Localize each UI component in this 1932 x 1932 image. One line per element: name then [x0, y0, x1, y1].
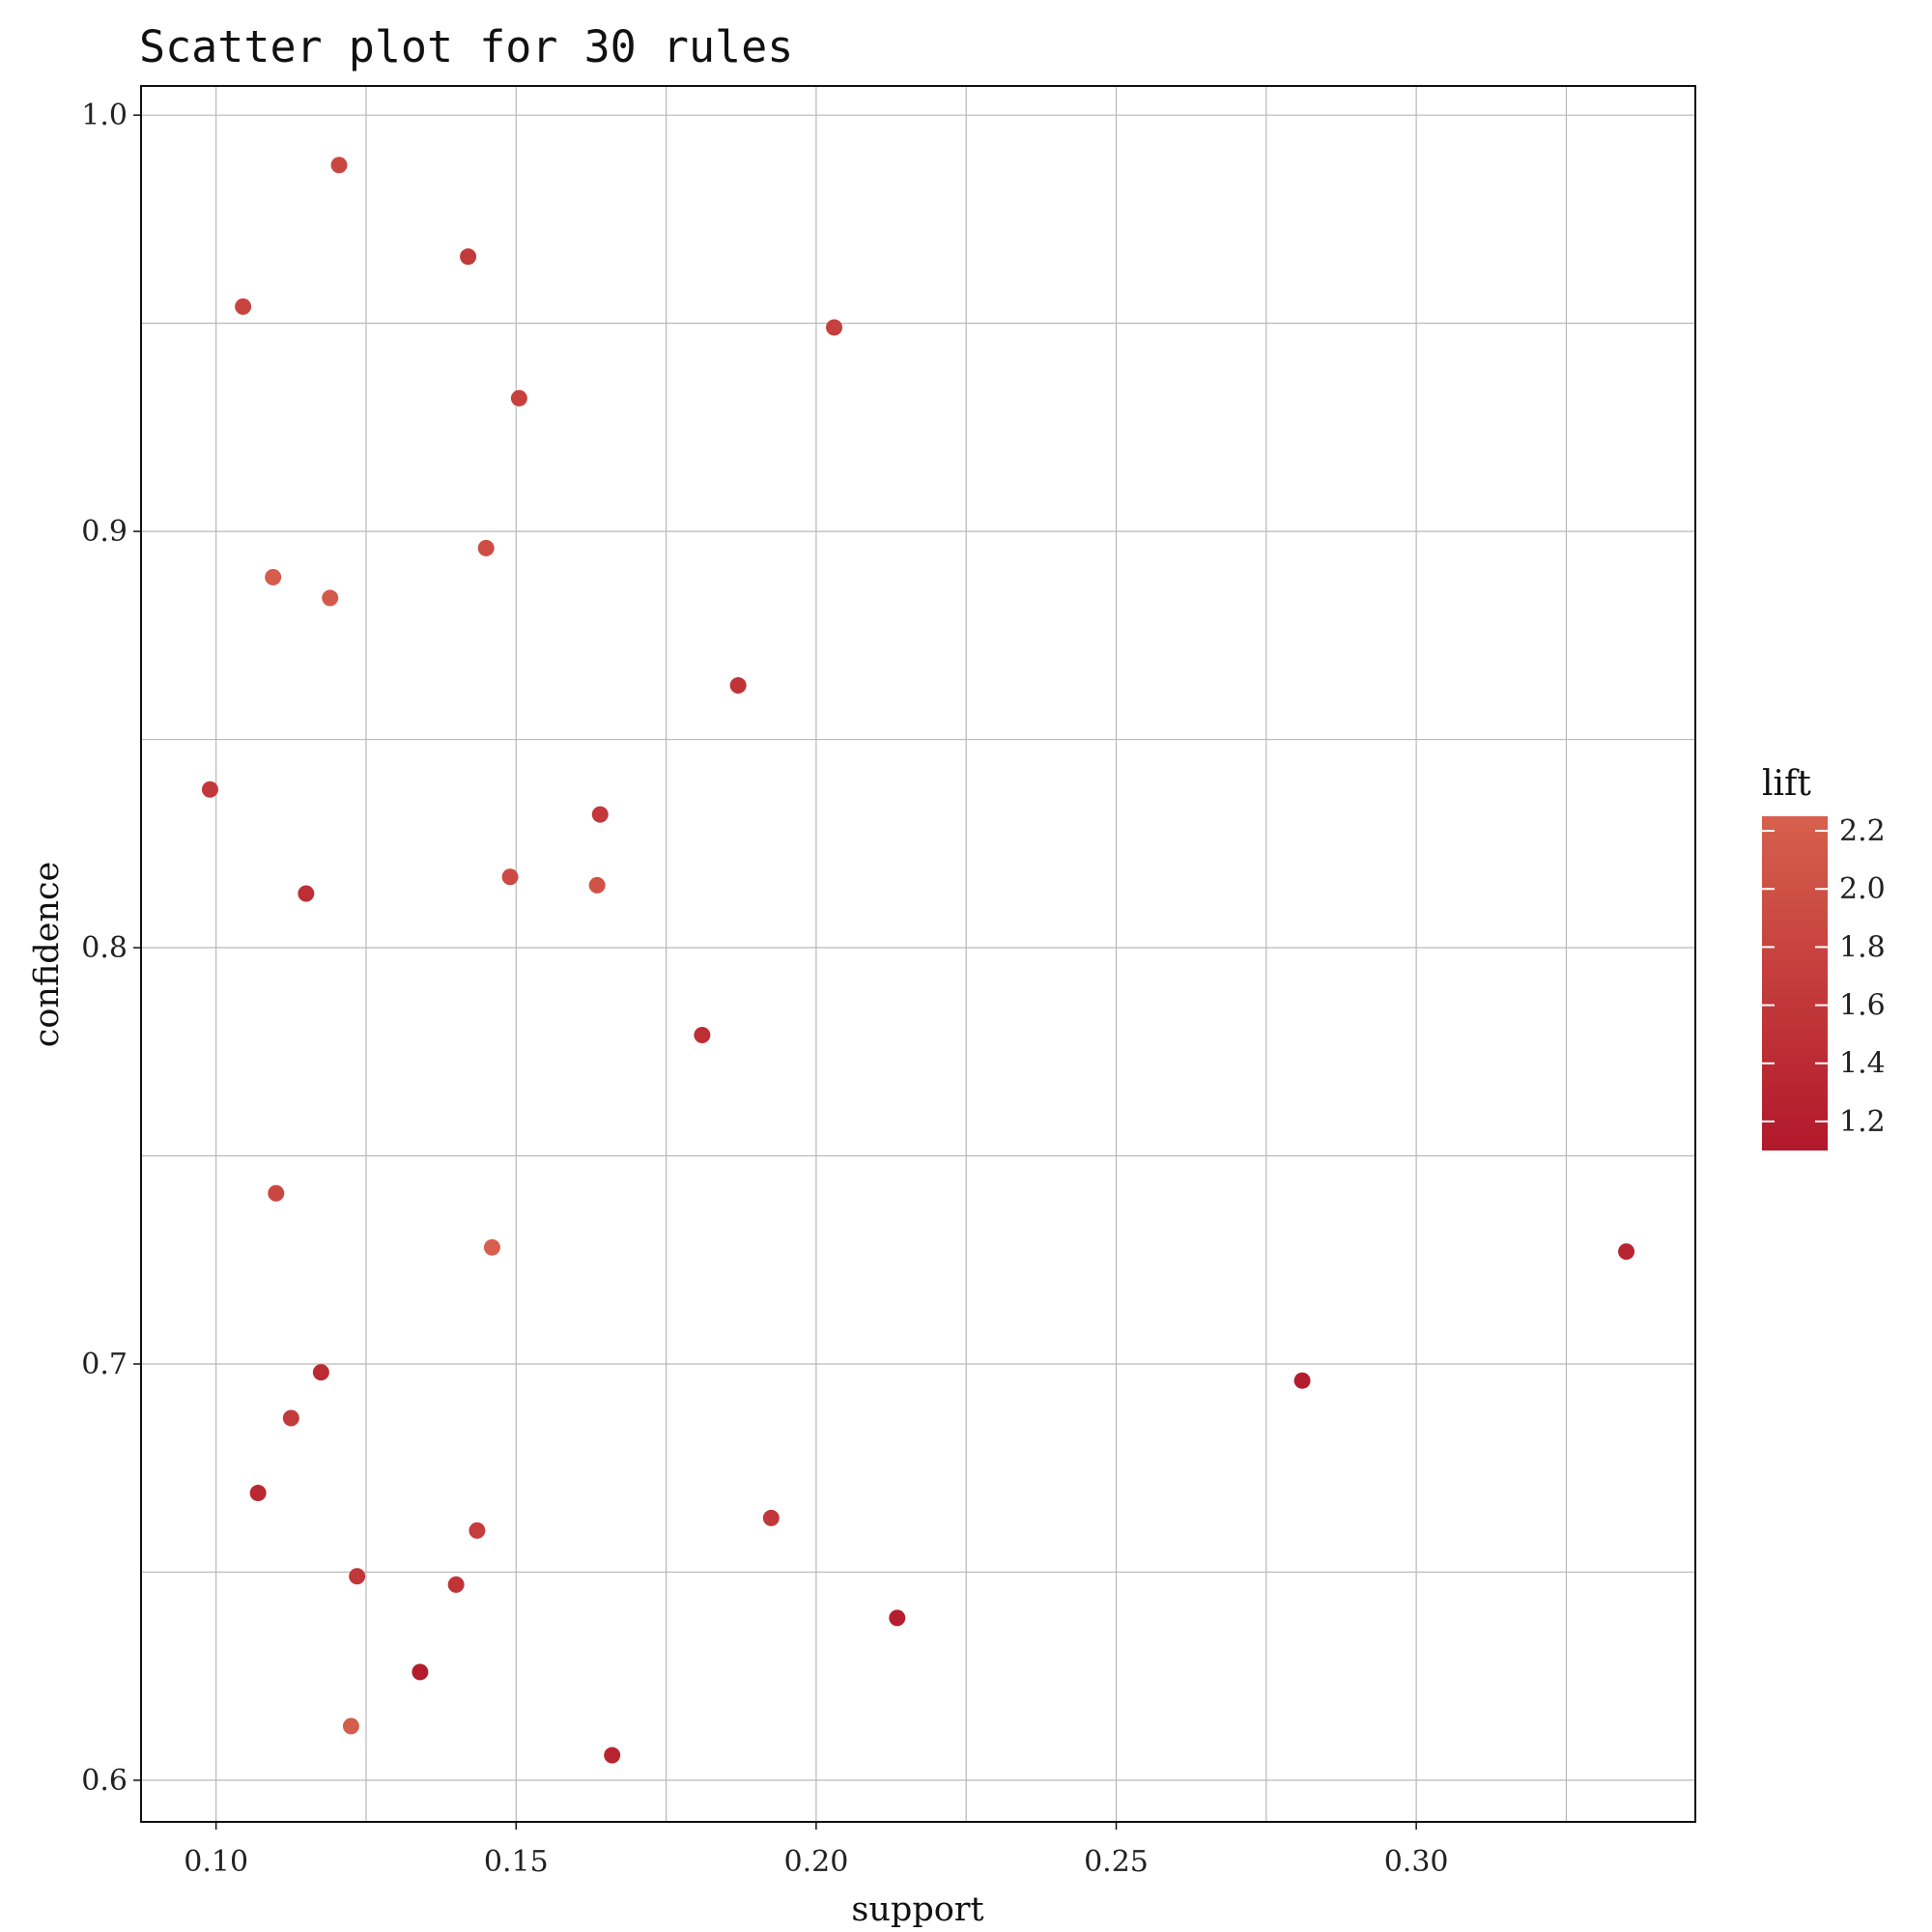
scatter-point — [342, 1718, 359, 1735]
points-layer — [201, 156, 1635, 1764]
scatter-point — [501, 868, 519, 886]
colorbar — [1762, 816, 1828, 1151]
colorbar-tick-label: 2.0 — [1839, 872, 1886, 906]
x-tick-label: 0.10 — [184, 1845, 248, 1879]
y-tick-label: 0.7 — [81, 1348, 128, 1381]
scatter-point — [483, 1238, 500, 1256]
scatter-point — [694, 1027, 711, 1044]
x-tick-label: 0.30 — [1384, 1845, 1449, 1879]
scatter-point — [298, 885, 315, 902]
scatter-point — [447, 1576, 465, 1593]
colorbar-tick-label: 1.4 — [1839, 1047, 1886, 1081]
scatter-point — [330, 156, 348, 174]
scatter-point — [412, 1663, 429, 1681]
colorbar-tick-label: 1.8 — [1839, 930, 1886, 964]
y-tick-label: 0.9 — [81, 515, 128, 549]
colorbar-legend: lift 1.2 1.4 1.6 1.8 2.0 2.2 — [1762, 764, 1886, 1151]
plot-panel-border — [140, 85, 1696, 1823]
scatter-point — [469, 1521, 486, 1539]
scatter-point — [349, 1568, 366, 1585]
scatter-point — [460, 248, 477, 266]
x-tick-label: 0.15 — [484, 1845, 549, 1879]
scatter-point — [268, 1184, 285, 1202]
colorbar-tick-label: 1.2 — [1839, 1105, 1886, 1139]
chart-title: Scatter plot for 30 rules — [139, 21, 793, 72]
x-axis-label: support — [851, 1890, 983, 1929]
scatter-point — [889, 1609, 906, 1627]
y-axis: 0.6 0.7 0.8 0.9 1.0 — [81, 99, 141, 1798]
scatter-point — [265, 569, 282, 586]
scatter-point — [604, 1747, 621, 1764]
scatter-point — [729, 677, 747, 695]
scatter-point — [510, 389, 527, 407]
legend-title: lift — [1762, 764, 1811, 804]
scatter-point — [322, 589, 339, 607]
scatter-point — [1293, 1372, 1311, 1389]
colorbar-ticks: 1.2 1.4 1.6 1.8 2.0 2.2 — [1762, 814, 1886, 1139]
x-tick-label: 0.25 — [1084, 1845, 1149, 1879]
scatter-point — [477, 539, 495, 556]
scatter-point — [201, 781, 218, 798]
scatter-point — [249, 1485, 267, 1502]
scatter-point — [826, 319, 843, 336]
x-tick-label: 0.20 — [783, 1845, 848, 1879]
scatter-point — [1618, 1243, 1635, 1261]
scatter-point — [282, 1409, 299, 1427]
scatter-point — [762, 1509, 780, 1526]
scatter-point — [235, 298, 252, 315]
y-tick-label: 1.0 — [81, 99, 128, 132]
scatter-point — [591, 806, 609, 823]
grid — [141, 86, 1695, 1822]
colorbar-tick-label: 1.6 — [1839, 989, 1886, 1023]
y-axis-label: confidence — [28, 862, 67, 1048]
y-tick-label: 0.8 — [81, 931, 128, 965]
colorbar-tick-label: 2.2 — [1839, 814, 1886, 848]
scatter-point — [588, 876, 606, 894]
x-axis: 0.10 0.15 0.20 0.25 0.30 — [184, 1822, 1449, 1879]
y-tick-label: 0.6 — [81, 1764, 128, 1798]
scatter-point — [312, 1364, 329, 1381]
